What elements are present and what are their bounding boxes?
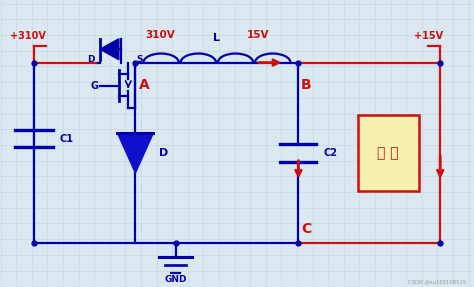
Text: A: A <box>139 78 150 92</box>
Text: GND: GND <box>164 276 187 284</box>
Text: D: D <box>87 55 95 64</box>
Polygon shape <box>118 133 154 173</box>
Text: B: B <box>301 78 311 92</box>
Text: 15V: 15V <box>246 30 269 40</box>
Text: C2: C2 <box>323 148 337 158</box>
Text: C: C <box>301 222 311 236</box>
Text: CSDN @su165108515: CSDN @su165108515 <box>408 279 466 284</box>
Text: 负 载: 负 载 <box>377 146 399 160</box>
Polygon shape <box>100 39 119 60</box>
Text: S: S <box>137 55 143 64</box>
Text: 310V: 310V <box>145 30 174 40</box>
Text: C1: C1 <box>60 134 74 144</box>
Text: +15V: +15V <box>414 31 443 41</box>
Text: G: G <box>91 82 99 91</box>
FancyBboxPatch shape <box>357 115 419 191</box>
Text: L: L <box>213 33 220 43</box>
Text: +310V: +310V <box>10 31 46 41</box>
Text: D: D <box>159 148 168 158</box>
